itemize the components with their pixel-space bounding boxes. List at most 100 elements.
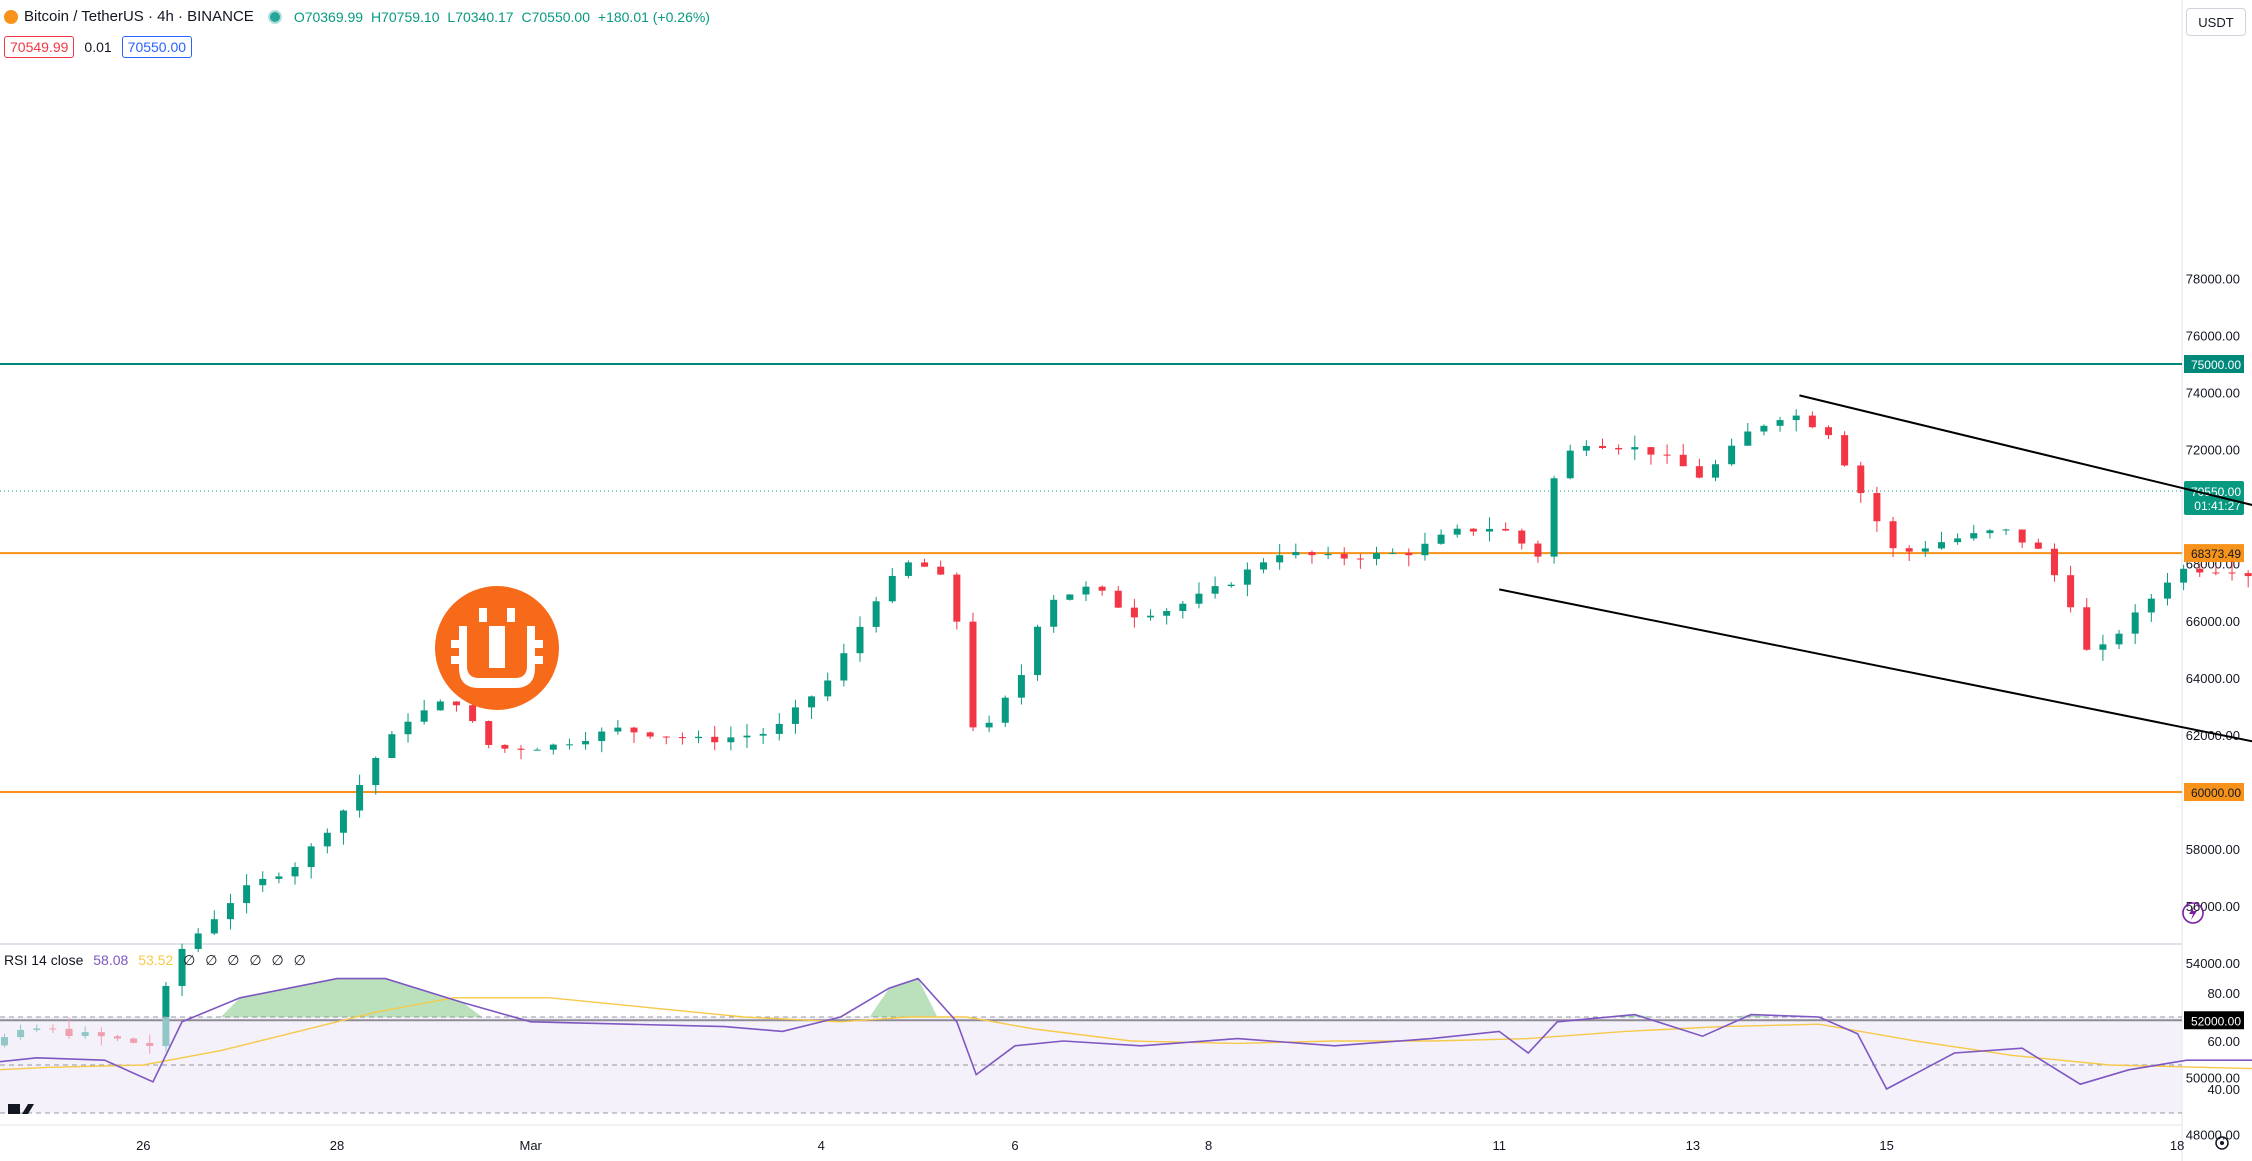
- candle-body: [1453, 528, 1461, 535]
- candle-body: [2244, 573, 2252, 577]
- candle-body: [1260, 562, 1268, 570]
- candle-body: [226, 903, 234, 920]
- price-tick-label: 64000.00: [2186, 671, 2240, 686]
- trend-line[interactable]: [1799, 394, 2252, 658]
- rsi-label[interactable]: RSI 14 close: [4, 952, 84, 968]
- candle-body: [243, 885, 251, 904]
- level-tag: [2184, 1011, 2244, 1030]
- candle-body: [533, 749, 541, 751]
- candle-body: [759, 733, 767, 736]
- candle-body: [1227, 584, 1235, 587]
- logo-tick: [479, 608, 487, 622]
- level-label: 52000.00: [2191, 1014, 2241, 1028]
- candle-body: [1292, 552, 1300, 556]
- price-tick-label: 50000.00: [2186, 1070, 2240, 1085]
- price-tick-label: 66000.00: [2186, 614, 2240, 629]
- candle-body: [1857, 465, 1865, 494]
- candle-body: [2180, 568, 2188, 583]
- candle-body: [1792, 415, 1800, 421]
- last-price-tag: [2184, 480, 2244, 515]
- time-tick-label: 6: [1011, 1138, 1018, 1153]
- candle-body: [953, 574, 961, 622]
- time-tick-label: 18: [2170, 1138, 2184, 1153]
- time-tick-label: 15: [1879, 1138, 1893, 1153]
- candle-body: [2050, 548, 2058, 576]
- candle-body: [2131, 612, 2139, 634]
- candle-body: [259, 878, 267, 886]
- settings-icon[interactable]: [2215, 1136, 2229, 1150]
- rsi-overbought-fill: [1731, 1014, 1771, 1017]
- spread-value: 0.01: [84, 39, 112, 55]
- candle-body: [1324, 553, 1332, 556]
- price-tick-label: 58000.00: [2186, 842, 2240, 857]
- candle-body: [1356, 558, 1364, 560]
- candle-body: [2163, 582, 2171, 599]
- candle-body: [598, 731, 606, 742]
- tradingview-logo: [8, 1104, 34, 1114]
- candle-body: [662, 736, 670, 738]
- candle-body: [1986, 530, 1994, 534]
- candle-body: [775, 723, 783, 734]
- price-tick-label: 78000.00: [2186, 271, 2240, 286]
- candle-body: [1808, 415, 1816, 428]
- currency-selector[interactable]: USDT: [2186, 8, 2246, 36]
- candle-body: [1243, 569, 1251, 585]
- buy-button[interactable]: 70550.00: [121, 36, 193, 58]
- rsi-overbought-fill: [869, 978, 938, 1017]
- symbol-title[interactable]: Bitcoin / TetherUS · 4h · BINANCE: [24, 8, 254, 25]
- candle-body: [2002, 529, 2010, 531]
- candle-body: [517, 748, 525, 750]
- time-tick-label: Mar: [520, 1138, 543, 1153]
- candle-body: [985, 722, 993, 728]
- candle-body: [1550, 478, 1558, 557]
- candle-body: [1744, 431, 1752, 446]
- rsi-tick-label: 60.00: [2207, 1034, 2240, 1049]
- candle-body: [1582, 445, 1590, 451]
- candle-body: [2196, 568, 2204, 573]
- candle-body: [275, 876, 283, 879]
- level-label: 68373.49: [2191, 547, 2241, 561]
- candles: [0, 409, 2252, 1054]
- candle-body: [420, 710, 428, 722]
- time-tick-label: 4: [818, 1138, 825, 1153]
- candle-body: [404, 721, 412, 735]
- price-tick-label: 48000.00: [2186, 1127, 2240, 1142]
- trend-line[interactable]: [1499, 588, 2252, 880]
- candle-body: [2228, 572, 2236, 574]
- candle-body: [388, 734, 396, 758]
- candle-body: [1437, 534, 1445, 544]
- candle-body: [469, 705, 477, 722]
- candle-body: [1405, 552, 1413, 556]
- candle-body: [1679, 454, 1687, 467]
- candle-body: [1017, 675, 1025, 698]
- market-status-icon: [267, 9, 282, 24]
- candle-body: [840, 653, 848, 681]
- sell-button[interactable]: 70549.99: [4, 36, 75, 58]
- rsi-overbought-fill: [220, 978, 483, 1017]
- candle-body: [1954, 538, 1962, 543]
- candle-body: [937, 566, 945, 575]
- candle-body: [1469, 528, 1477, 532]
- time-tick-label: 26: [136, 1138, 150, 1153]
- candle-body: [2034, 542, 2042, 549]
- candle-body: [178, 948, 186, 986]
- level-label: 60000.00: [2191, 786, 2241, 800]
- candle-body: [1421, 543, 1429, 556]
- settings-dot: [2220, 1141, 2224, 1145]
- rsi-line: [0, 977, 2252, 1091]
- lightning-icon[interactable]: [2180, 900, 2206, 926]
- time-tick-label: 13: [1686, 1138, 1700, 1153]
- candle-body: [1001, 697, 1009, 723]
- candle-body: [856, 626, 864, 654]
- candle-body: [1340, 553, 1348, 559]
- candle-body: [1566, 450, 1574, 479]
- candle-body: [194, 933, 202, 949]
- candle-body: [969, 621, 977, 728]
- time-tick-label: 28: [330, 1138, 344, 1153]
- candle-body: [614, 727, 622, 732]
- candle-body: [727, 737, 735, 743]
- candle-body: [1599, 445, 1607, 448]
- candle-body: [162, 985, 170, 1047]
